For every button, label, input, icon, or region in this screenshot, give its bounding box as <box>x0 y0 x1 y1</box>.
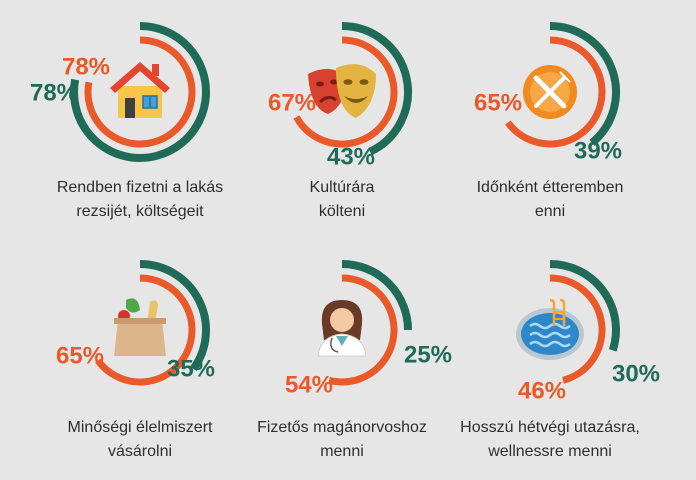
item-caption: Minőségi élelmiszert vásárolni <box>30 416 250 464</box>
outer-value-label: 39% <box>574 137 622 164</box>
outer-value-label: 43% <box>327 143 375 170</box>
caption-line: Rendben fizetni a lakás <box>56 179 224 196</box>
swimming-pool-icon <box>516 298 584 360</box>
inner-ring-arc <box>549 274 606 384</box>
outer-ring-arc <box>139 260 210 372</box>
inner-ring-arc <box>293 36 398 148</box>
inner-value-label: 54% <box>285 371 333 398</box>
outer-value-label: 25% <box>404 341 452 368</box>
inner-value-label: 78% <box>62 53 110 80</box>
caption-line: Minőségi élelmiszert <box>67 419 213 436</box>
outer-ring-arc <box>341 22 412 156</box>
icons-layer <box>110 62 584 360</box>
theater-masks-icon <box>308 64 376 118</box>
caption-line: rezsijét, költségeit <box>76 203 204 220</box>
inner-value-label: 65% <box>474 89 522 116</box>
caption-line: Hosszú hétvégi utazásra, <box>460 419 640 436</box>
inner-ring-arc <box>84 36 196 148</box>
caption-line: Időnként étteremben <box>476 179 624 196</box>
caption-line: wellnessre menni <box>488 443 612 460</box>
outer-value-label: 30% <box>612 360 660 387</box>
inner-ring-arc <box>505 36 606 148</box>
item-caption: Fizetős magánorvoshoz menni <box>232 416 452 464</box>
caption-line: költeni <box>318 203 366 220</box>
inner-ring-arc <box>95 274 196 386</box>
grocery-bag-icon <box>114 298 166 356</box>
outer-value-label: 35% <box>167 355 215 382</box>
caption-line: Fizetős magánorvoshoz <box>257 419 427 436</box>
inner-ring-arc <box>328 274 398 386</box>
outer-ring-arc <box>70 22 210 162</box>
inner-value-label: 67% <box>268 89 316 116</box>
caption-line: Kultúrára <box>309 179 375 196</box>
caption-line: enni <box>534 203 566 220</box>
rings-layer <box>70 22 620 386</box>
caption-line: menni <box>320 443 364 460</box>
inner-value-label: 46% <box>518 377 566 404</box>
inner-value-label: 65% <box>56 342 104 369</box>
doctor-icon <box>317 300 367 357</box>
item-caption: Hosszú hétvégi utazásra, wellnessre menni <box>440 416 660 464</box>
outer-ring-arc <box>341 260 412 331</box>
fork-knife-icon <box>523 65 577 119</box>
item-caption: Kultúrára költeni <box>232 176 452 224</box>
outer-value-label: 78% <box>30 79 78 106</box>
value-labels-layer: 78%78% 67% 43% 65% 39% 65% 35% 54% 25% 46% 30% <box>30 53 660 404</box>
outer-ring-arc <box>549 22 620 146</box>
item-caption: Időnként étteremben enni <box>440 176 660 224</box>
house-icon <box>110 62 170 118</box>
outer-ring-arc <box>549 260 620 352</box>
item-caption: Rendben fizetni a lakás rezsijét, költség… <box>30 176 250 224</box>
caption-line: vásárolni <box>107 443 173 460</box>
